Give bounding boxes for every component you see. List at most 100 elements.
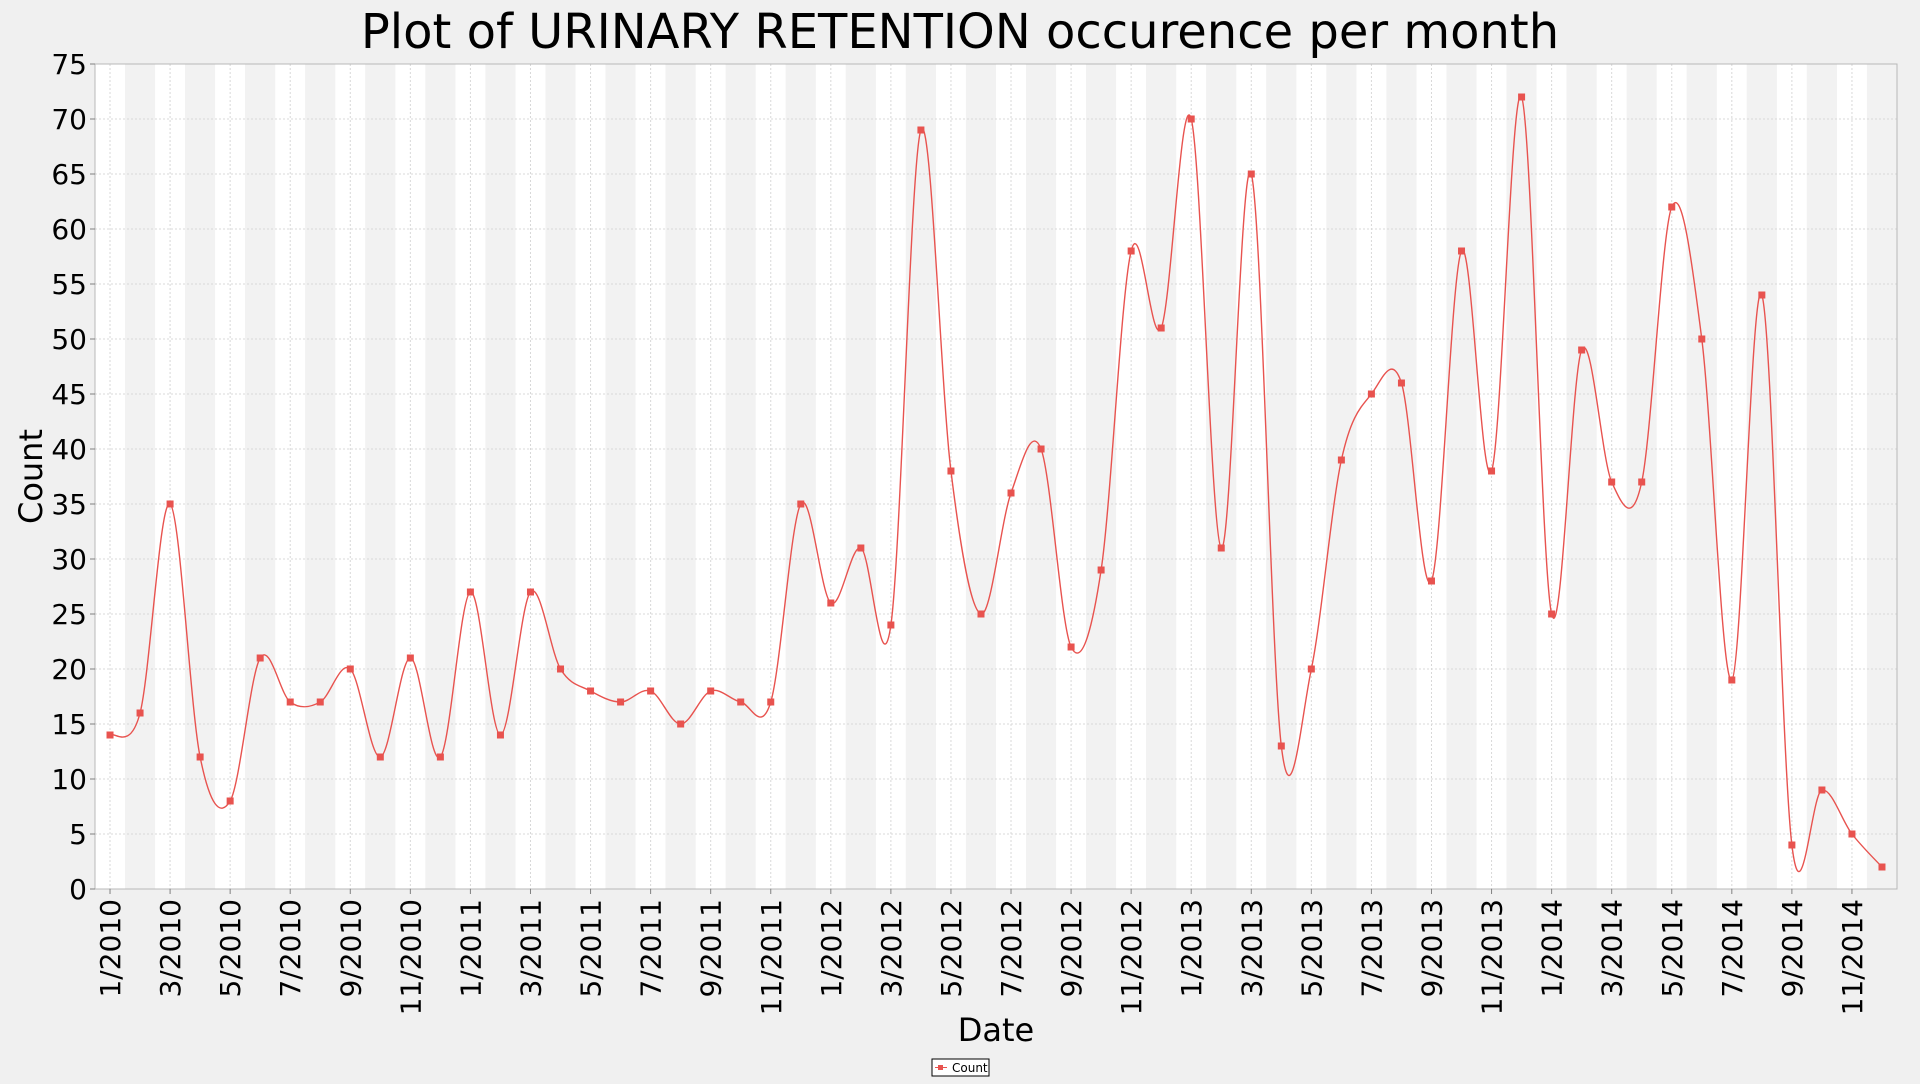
data-point: [1367, 390, 1375, 398]
data-point: [827, 599, 835, 607]
data-point: [166, 500, 174, 508]
plot-border: [94, 63, 1898, 890]
data-point: [1007, 489, 1015, 497]
x-tick-label: 11/2010: [394, 899, 427, 1015]
x-tick-label: 7/2011: [635, 899, 668, 998]
data-point: [226, 797, 234, 805]
data-point: [797, 500, 805, 508]
data-point: [376, 753, 384, 761]
y-tick-label: 30: [51, 543, 87, 576]
x-tick-label: 3/2010: [154, 899, 187, 998]
y-tick-label: 65: [51, 158, 87, 191]
y-tick-label: 75: [51, 48, 87, 81]
month-band: [845, 64, 876, 889]
month-band: [965, 64, 996, 889]
x-tick-label: 11/2013: [1476, 899, 1509, 1015]
data-point: [677, 720, 685, 728]
month-band: [425, 64, 456, 889]
x-tick-label: 5/2013: [1295, 899, 1328, 998]
y-tick-label: 50: [51, 323, 87, 356]
x-axis: 1/2010 3/2010 5/2010 7/2010 9/2010 11/2010 1/2…: [94, 889, 1869, 1015]
data-point: [707, 687, 715, 695]
x-tick-label: 7/2014: [1716, 899, 1749, 998]
data-point: [767, 698, 775, 706]
y-tick-label: 20: [51, 653, 87, 686]
month-band: [305, 64, 336, 889]
data-point: [1037, 445, 1045, 453]
data-point: [1127, 247, 1135, 255]
data-point: [1728, 676, 1736, 684]
data-point: [587, 687, 595, 695]
data-point: [947, 467, 955, 475]
data-point: [196, 753, 204, 761]
y-tick-label: 25: [51, 598, 87, 631]
data-point: [406, 654, 414, 662]
y-tick-label: 60: [51, 213, 87, 246]
data-point: [1788, 841, 1796, 849]
data-point: [1758, 291, 1766, 299]
data-point: [1067, 643, 1075, 651]
chart-title: Plot of URINARY RETENTION occurence per …: [361, 4, 1559, 60]
series-layer: [106, 93, 1886, 873]
x-tick-label: 3/2012: [875, 899, 908, 998]
month-band: [1146, 64, 1177, 889]
y-tick-label: 0: [69, 873, 87, 906]
x-tick-label: 9/2010: [334, 899, 367, 998]
y-tick-label: 55: [51, 268, 87, 301]
month-band: [1626, 64, 1657, 889]
y-axis-label: Count: [12, 429, 50, 524]
month-band: [1446, 64, 1477, 889]
y-axis: 0 5 10 15 20 25 30 35 40 45 50 55 60 65 70 75: [51, 48, 95, 906]
data-point: [1277, 742, 1285, 750]
data-point: [1458, 247, 1466, 255]
x-tick-label: 1/2013: [1175, 899, 1208, 998]
x-tick-label: 1/2014: [1536, 899, 1569, 998]
month-band: [605, 64, 636, 889]
plot-background-bands: [95, 64, 1897, 889]
data-point: [647, 687, 655, 695]
month-band: [1026, 64, 1057, 889]
x-tick-label: 3/2013: [1235, 899, 1268, 998]
y-tick-label: 70: [51, 103, 87, 136]
x-tick-label: 5/2011: [575, 899, 608, 998]
data-point: [557, 665, 565, 673]
data-point: [1548, 610, 1556, 618]
data-point: [1638, 478, 1646, 486]
month-band: [365, 64, 396, 889]
data-point: [1518, 93, 1526, 101]
data-point: [1668, 203, 1676, 211]
data-point: [1488, 467, 1496, 475]
data-point: [1247, 170, 1255, 178]
month-band: [1266, 64, 1297, 889]
x-tick-label: 3/2014: [1596, 899, 1629, 998]
data-point: [316, 698, 324, 706]
x-tick-label: 7/2010: [274, 899, 307, 998]
data-point: [1427, 577, 1435, 585]
data-point: [1157, 324, 1165, 332]
x-axis-label: Date: [958, 1011, 1034, 1049]
month-band: [1206, 64, 1237, 889]
data-point: [346, 665, 354, 673]
x-tick-label: 7/2013: [1355, 899, 1388, 998]
x-tick-label: 9/2013: [1415, 899, 1448, 998]
x-tick-label: 11/2012: [1115, 899, 1148, 1015]
month-band: [1806, 64, 1837, 889]
data-point: [526, 588, 534, 596]
month-band: [185, 64, 216, 889]
data-point: [496, 731, 504, 739]
data-point: [617, 698, 625, 706]
month-band: [905, 64, 936, 889]
data-point: [887, 621, 895, 629]
month-band: [245, 64, 276, 889]
x-tick-label: 7/2012: [995, 899, 1028, 998]
data-point: [1187, 115, 1195, 123]
x-tick-label: 5/2010: [214, 899, 247, 998]
month-band: [665, 64, 696, 889]
x-tick-label: 1/2011: [454, 899, 487, 998]
x-tick-label: 5/2012: [935, 899, 968, 998]
month-band: [1326, 64, 1357, 889]
month-band: [1386, 64, 1417, 889]
data-point: [256, 654, 264, 662]
